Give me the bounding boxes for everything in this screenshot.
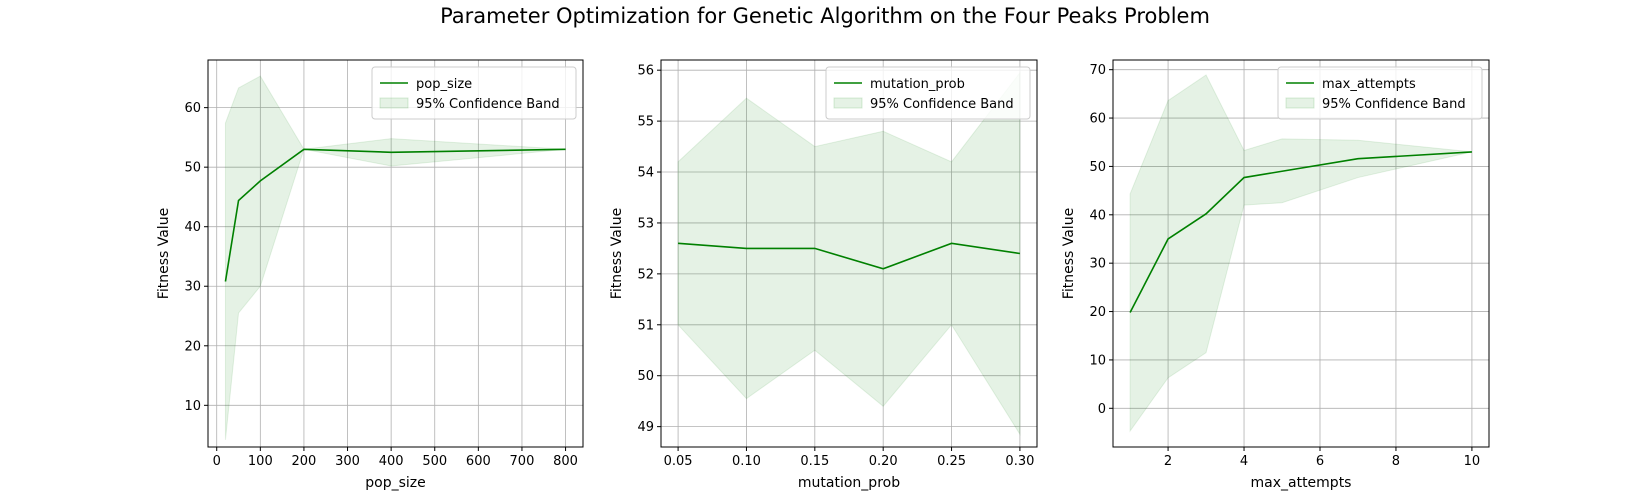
y-tick-label: 51 [637, 318, 654, 333]
x-tick-label: 700 [510, 454, 535, 469]
legend-label-series: max_attempts [1322, 77, 1416, 92]
y-tick-label: 60 [1089, 112, 1106, 127]
x-tick-label: 0 [213, 454, 221, 469]
y-tick-label: 40 [1089, 208, 1106, 223]
confidence-band [224, 75, 566, 440]
legend: max_attempts 95% Confidence Band [1277, 66, 1483, 120]
x-tick-label: 800 [553, 454, 578, 469]
x-tick-label: 600 [466, 454, 491, 469]
y-tick-label: 55 [637, 115, 654, 130]
chart-0: 0 100 200 300 400 500 600 700 800 10 20 30 40 50 60 pop… [156, 59, 584, 491]
y-tick-label: 0 [1098, 402, 1106, 417]
x-tick-label: 6 [1316, 454, 1324, 469]
x-tick-label: 8 [1392, 454, 1400, 469]
legend-label-band: 95% Confidence Band [416, 97, 560, 112]
x-tick-label: 500 [422, 454, 447, 469]
y-tick-label: 30 [1089, 257, 1106, 272]
y-tick-label: 49 [637, 420, 654, 435]
y-tick-label: 20 [184, 339, 201, 354]
chart-2: 2 4 6 8 10 0 10 20 30 40 50 60 70 max_attempts Fitness… [1061, 59, 1490, 491]
x-tick-label: 0.10 [732, 454, 761, 469]
legend-label-band: 95% Confidence Band [1322, 97, 1466, 112]
x-tick-label: 0.20 [869, 454, 898, 469]
y-tick-label: 56 [637, 64, 654, 79]
x-tick-label: 400 [379, 454, 404, 469]
x-tick-label: 0.15 [800, 454, 829, 469]
series-line-mutation_prob [678, 242, 1021, 270]
x-tick-label: 4 [1240, 454, 1248, 469]
x-tick-label: 0.05 [664, 454, 693, 469]
axes-frame [207, 59, 584, 448]
axes-frame [1112, 59, 1490, 448]
chart-1: 0.05 0.10 0.15 0.20 0.25 0.30 49 50 51 52 53 54 55 56… [609, 59, 1038, 491]
x-axis-label: max_attempts [1251, 475, 1352, 491]
x-tick-label: 0.25 [937, 454, 966, 469]
legend-box [825, 66, 1031, 120]
confidence-band [1129, 74, 1473, 433]
y-tick-label: 20 [1089, 305, 1106, 320]
y-tick-label: 50 [637, 369, 654, 384]
x-tick-label: 10 [1464, 454, 1481, 469]
figure-title: Parameter Optimization for Genetic Algor… [440, 4, 1210, 28]
legend-band-swatch [833, 97, 863, 109]
y-tick-label: 70 [1089, 63, 1106, 78]
legend: mutation_prob 95% Confidence Band [825, 66, 1031, 120]
y-tick-label: 10 [184, 399, 201, 414]
y-tick-label: 30 [184, 280, 201, 295]
y-tick-label: 50 [184, 161, 201, 176]
x-tick-label: 0.30 [1005, 454, 1034, 469]
series-line-pop_size [224, 148, 566, 282]
legend-label-series: pop_size [416, 77, 472, 92]
legend-box [371, 66, 577, 120]
y-tick-label: 60 [184, 101, 201, 116]
y-tick-label: 53 [637, 216, 654, 231]
y-tick-label: 54 [637, 166, 654, 181]
legend-box [1277, 66, 1483, 120]
x-tick-label: 200 [292, 454, 317, 469]
confidence-band [677, 71, 1021, 437]
x-axis-label: pop_size [365, 475, 425, 491]
x-axis-label: mutation_prob [798, 475, 900, 491]
y-axis-label: Fitness Value [1061, 208, 1077, 299]
legend-label-band: 95% Confidence Band [870, 97, 1014, 112]
x-tick-label: 300 [335, 454, 360, 469]
legend-band-swatch [379, 97, 409, 109]
x-tick-label: 2 [1164, 454, 1172, 469]
legend-label-series: mutation_prob [870, 77, 965, 92]
y-tick-label: 10 [1089, 353, 1106, 368]
x-tick-label: 100 [248, 454, 273, 469]
axes-frame [660, 59, 1038, 448]
y-tick-label: 50 [1089, 160, 1106, 175]
legend-band-swatch [1285, 97, 1315, 109]
legend: pop_size 95% Confidence Band [371, 66, 577, 120]
y-tick-label: 52 [637, 267, 654, 282]
y-axis-label: Fitness Value [609, 208, 625, 299]
y-axis-label: Fitness Value [156, 208, 172, 299]
y-tick-label: 40 [184, 220, 201, 235]
